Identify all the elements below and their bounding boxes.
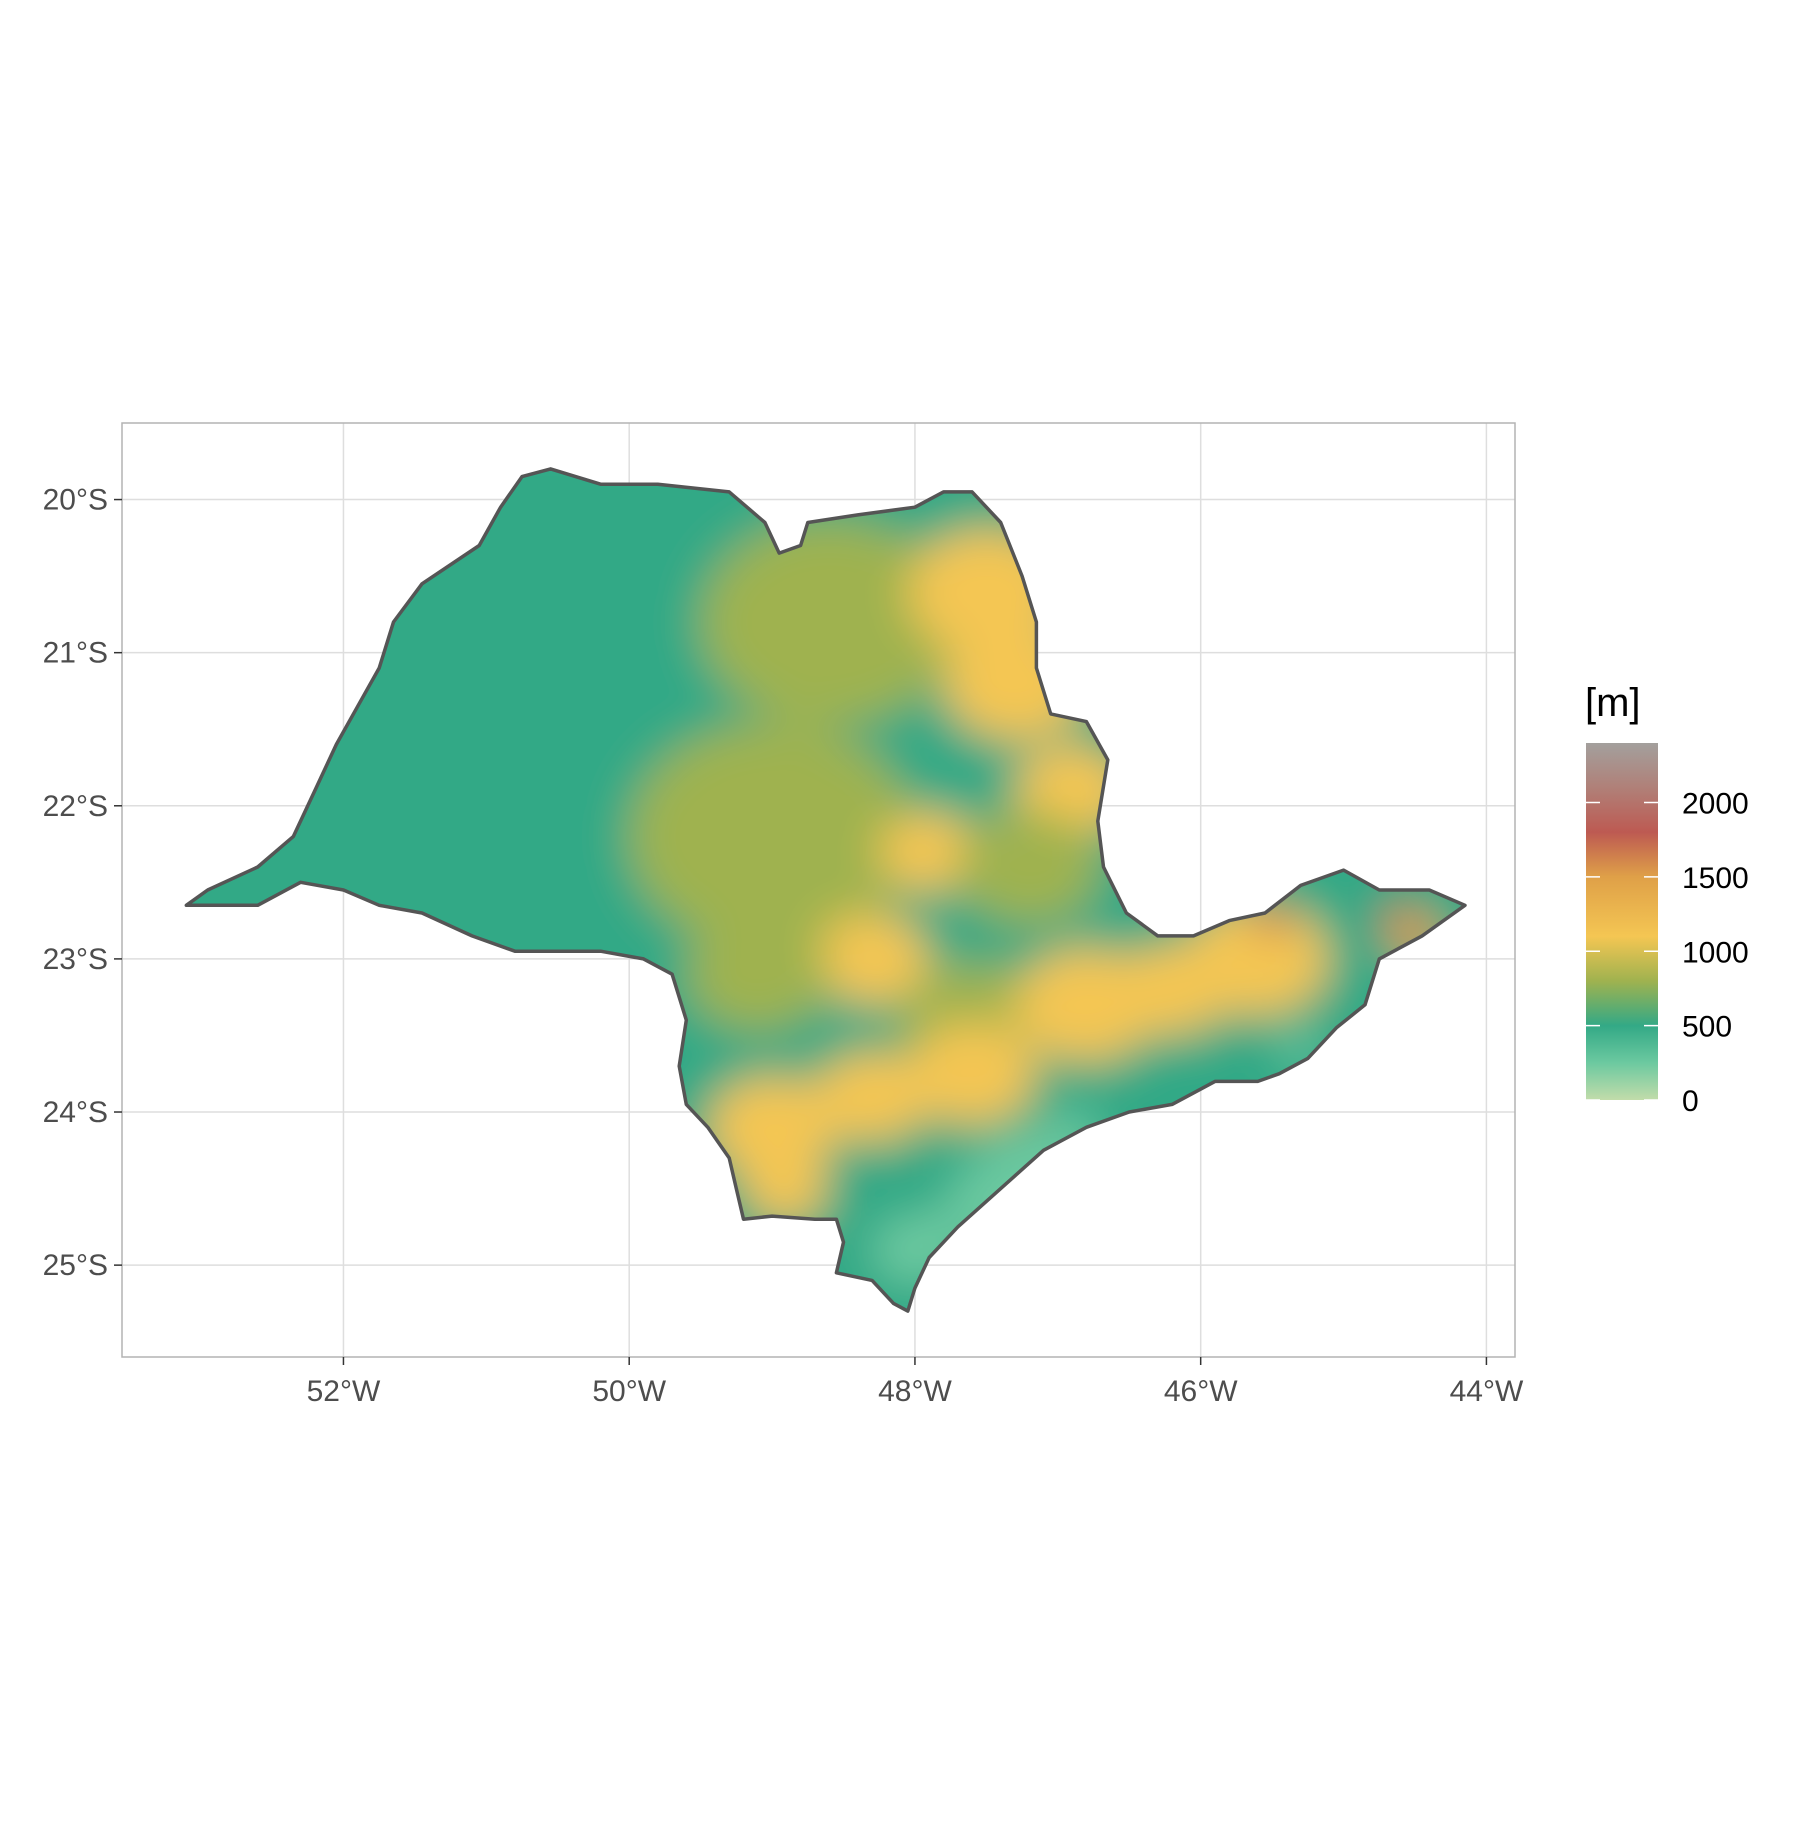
- elevation-region: [629, 722, 915, 951]
- elevation-region: [879, 811, 980, 892]
- x-axis: 52°W 50°W 48°W 46°W 44°W: [307, 1357, 1524, 1408]
- state-boundary: [184, 467, 1467, 1313]
- elevation-region: [707, 1075, 837, 1179]
- x-tick-label: 44°W: [1450, 1375, 1524, 1408]
- elevation-region: [872, 1146, 958, 1216]
- plot-panel-border: [121, 422, 1516, 1358]
- elevation-region: [1186, 901, 1330, 1017]
- x-tick-label: 52°W: [307, 1375, 381, 1408]
- legend-break-label: 0: [1682, 1085, 1699, 1118]
- legend-break-label: 1500: [1682, 862, 1749, 895]
- legend-ticks: 0 500 1000 1500 2000: [1586, 788, 1749, 1118]
- y-tick-label: 20°S: [43, 484, 108, 517]
- y-tick-label: 22°S: [43, 790, 108, 823]
- elevation-region: [743, 1154, 830, 1223]
- elevation-region: [907, 1022, 1037, 1126]
- x-tick-label: 48°W: [878, 1375, 952, 1408]
- elevation-region: [957, 809, 1101, 925]
- x-tick-label: 46°W: [1164, 1375, 1238, 1408]
- y-tick-label: 25°S: [43, 1249, 108, 1282]
- legend-colorbar: [1586, 743, 1658, 1100]
- y-tick-label: 23°S: [43, 943, 108, 976]
- legend-title: [m]: [1585, 681, 1641, 725]
- elevation-region: [700, 519, 958, 725]
- x-tick-label: 50°W: [592, 1375, 666, 1408]
- legend-break-label: 1000: [1682, 936, 1749, 969]
- y-axis: 20°S 21°S 22°S 23°S 24°S 25°S: [43, 484, 122, 1282]
- elevation-region: [686, 917, 830, 1032]
- elevation-legend: [m] 0 500 1000 1500 2000: [1585, 681, 1749, 1118]
- elevation-region: [814, 1050, 930, 1143]
- y-tick-label: 24°S: [43, 1096, 108, 1129]
- legend-break-label: 500: [1682, 1011, 1732, 1044]
- y-tick-label: 21°S: [43, 637, 108, 670]
- legend-break-label: 2000: [1682, 788, 1749, 821]
- elevation-region: [814, 913, 930, 1005]
